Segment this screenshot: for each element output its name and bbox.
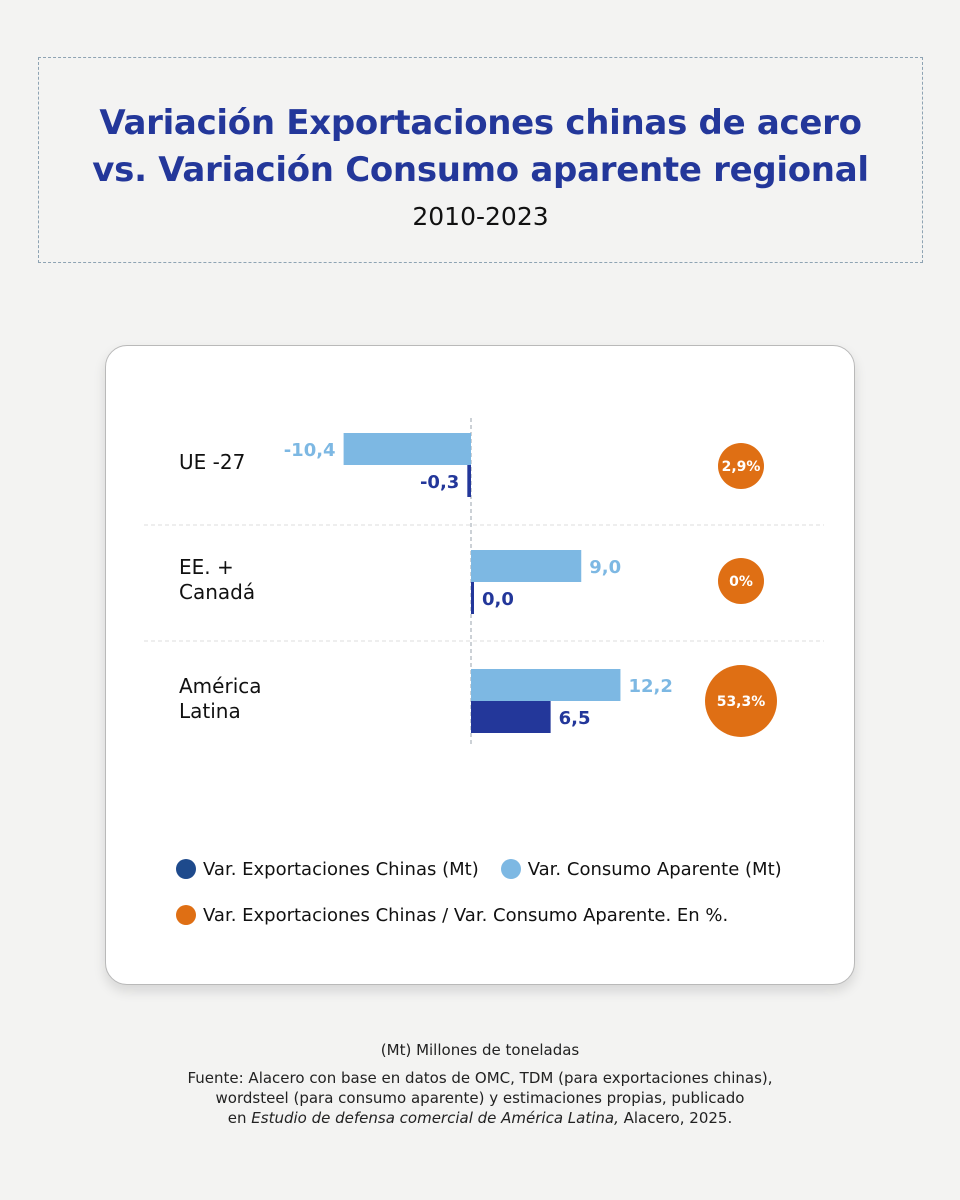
data-label-exports: -0,3 [420, 472, 459, 493]
data-label-consumption: 9,0 [589, 557, 621, 578]
legend-dot-ratio [176, 905, 196, 925]
category-label-line: UE -27 [179, 450, 245, 474]
legend-row-2: Var. Exportaciones Chinas / Var. Consumo… [176, 900, 816, 930]
chart-title: Variación Exportaciones chinas de acero … [39, 100, 922, 194]
chart-card: UE -27 -10,4 -0,3 2,9% EE. + Canadá 9,0 0,0 0% Am… [105, 345, 855, 985]
bar-exports [471, 582, 474, 614]
bar-exports [471, 701, 551, 733]
legend-item-consumption: Var. Consumo Aparente (Mt) [500, 858, 782, 880]
ratio-label: 53,3% [717, 694, 766, 710]
category-label-line: EE. + [179, 555, 234, 579]
bar-consumption [471, 669, 621, 701]
data-label-consumption: 12,2 [628, 676, 672, 697]
legend: Var. Exportaciones Chinas (Mt) Var. Cons… [176, 854, 816, 930]
footer: (Mt) Millones de toneladas Fuente: Alace… [0, 1040, 960, 1128]
legend-dot-exports [176, 859, 196, 879]
source-publication: Estudio de defensa comercial de América … [251, 1109, 619, 1127]
source-suffix: Alacero, 2025. [618, 1109, 733, 1127]
chart-title-line-1: Variación Exportaciones chinas de acero [99, 103, 862, 143]
legend-label-ratio: Var. Exportaciones Chinas / Var. Consumo… [203, 904, 729, 926]
unit-note: (Mt) Millones de toneladas [380, 1041, 580, 1059]
bar-consumption [343, 433, 471, 465]
ratio-label: 2,9% [722, 459, 761, 475]
legend-item-exports: Var. Exportaciones Chinas (Mt) [176, 859, 479, 880]
data-label-exports: 6,5 [559, 708, 591, 729]
source-line-3: en Estudio de defensa comercial de Améri… [0, 1108, 960, 1128]
header-box: Variación Exportaciones chinas de acero … [38, 57, 923, 263]
bar-consumption [471, 550, 582, 582]
data-label-exports: 0,0 [482, 589, 514, 610]
source-line-1: Fuente: Alacero con base en datos de OMC… [187, 1069, 773, 1087]
ratio-circle [718, 443, 764, 489]
category-label-line: Canadá [179, 580, 255, 604]
category-label-line: Latina [179, 699, 241, 723]
legend-label-exports: Var. Exportaciones Chinas (Mt) [203, 858, 479, 880]
category-label: UE -27 [179, 450, 245, 474]
legend-item-ratio: Var. Exportaciones Chinas / Var. Consumo… [176, 905, 728, 926]
legend-dot-consumption [500, 859, 521, 879]
category-label: EE. + Canadá [179, 555, 255, 604]
ratio-circle [705, 665, 777, 737]
chart-title-line-2: vs. Variación Consumo aparente regional [92, 150, 869, 190]
legend-label-consumption: Var. Consumo Aparente (Mt) [527, 858, 782, 880]
ratio-circle [718, 558, 764, 604]
bar-chart: UE -27 -10,4 -0,3 2,9% EE. + Canadá 9,0 0,0 0% Am… [144, 418, 824, 744]
category-label: América Latina [179, 674, 262, 723]
ratio-label: 0% [729, 574, 753, 590]
source-line-2: wordsteel (para consumo aparente) y esti… [215, 1089, 745, 1107]
category-label-line: América [179, 674, 262, 698]
chart-subtitle: 2010-2023 [412, 202, 549, 231]
legend-row-1: Var. Exportaciones Chinas (Mt) Var. Cons… [176, 854, 816, 884]
data-label-consumption: -10,4 [284, 440, 336, 461]
bar-exports [467, 465, 471, 497]
source-prefix: en [227, 1109, 252, 1127]
